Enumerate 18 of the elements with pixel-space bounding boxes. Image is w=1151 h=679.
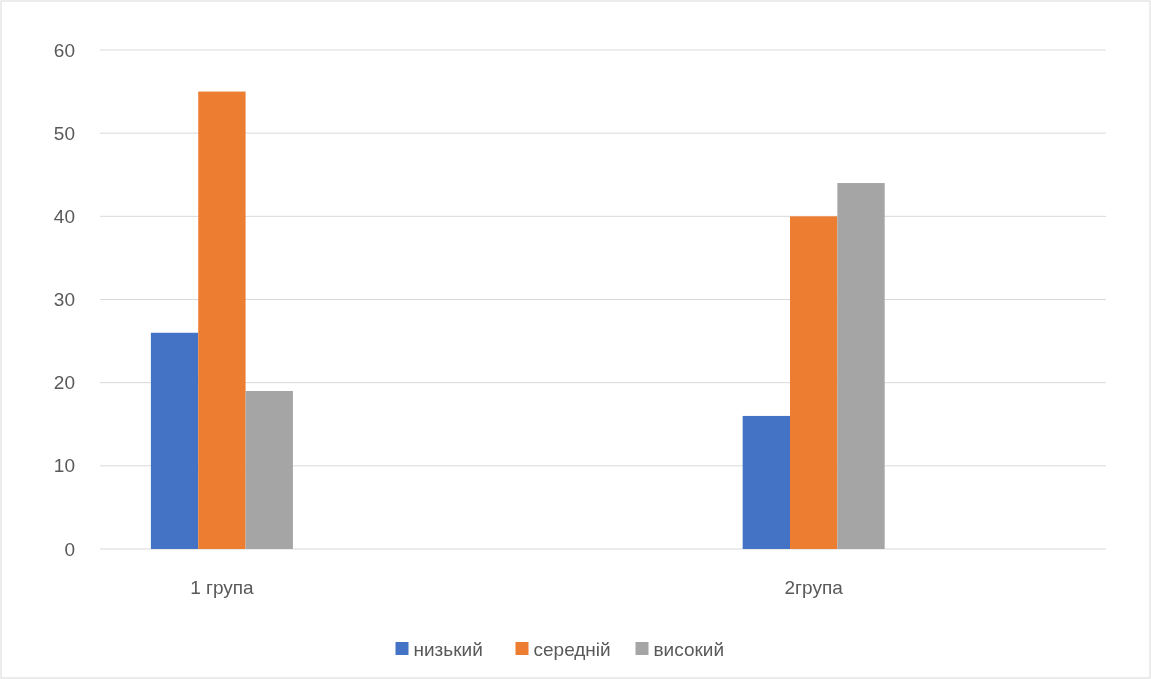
bar [790,216,838,549]
bar [742,415,790,549]
y-tick-label: 20 [53,372,75,394]
y-tick-label: 30 [53,289,75,311]
y-tick-label: 40 [53,205,75,227]
legend-label: середній [533,638,611,660]
legend-label: низький [413,638,483,660]
y-tick-label: 10 [53,455,75,477]
bar [245,390,293,549]
y-tick-label: 0 [64,538,75,560]
x-tick-label: 1 група [190,577,255,598]
y-tick-label: 50 [53,122,75,144]
legend-label: високий [653,638,725,660]
bar [837,183,885,549]
bar [198,91,246,549]
x-tick-label: 2група [784,577,844,598]
y-tick-label: 60 [53,39,75,61]
bar [150,332,199,549]
